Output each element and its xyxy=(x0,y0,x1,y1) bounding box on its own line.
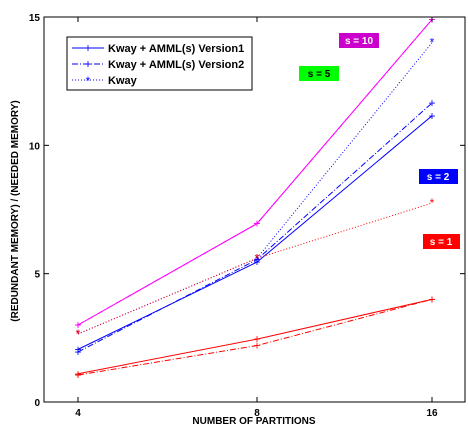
legend-label-version2: Kway + AMML(s) Version2 xyxy=(108,59,244,71)
s1-version1-line xyxy=(77,298,433,375)
y-axis-title: (REDUNDANT MEMORY) / (NEEDED MEMORY) xyxy=(10,100,21,321)
legend-marker-version2: + xyxy=(84,57,91,71)
y-tick-label: 15 xyxy=(29,13,41,24)
s2-version1-point: + xyxy=(428,109,435,123)
s5-version2-line xyxy=(77,19,433,326)
s2-version2-line xyxy=(77,102,433,353)
s1-tag-label: s = 1 xyxy=(430,237,453,248)
s2-version1-line xyxy=(77,115,433,350)
x-tick-label: 8 xyxy=(254,408,260,419)
series-layer: ++++++++++++******++++++ xyxy=(74,13,435,382)
plot-frame xyxy=(43,16,466,403)
y-tick-label: 10 xyxy=(29,141,41,152)
s1-version2-point: + xyxy=(74,368,81,382)
s1-version1-point: + xyxy=(253,332,260,346)
s1-version1-point: + xyxy=(74,367,81,381)
s1-version2-point: + xyxy=(253,339,260,353)
legend-marker-kway: * xyxy=(86,74,91,88)
s2-tag-label: s = 2 xyxy=(427,172,450,183)
s2-version1-point: + xyxy=(253,255,260,269)
kway-red-point: * xyxy=(255,251,260,265)
s-tags: s = 10 s = 5 s = 2 s = 1 xyxy=(299,33,460,249)
legend-label-version1: Kway + AMML(s) Version1 xyxy=(108,43,244,55)
s5-tag-box xyxy=(299,66,339,81)
kway-red-point: * xyxy=(430,196,435,210)
kway-blue-point: * xyxy=(255,251,260,265)
s1-tag-box xyxy=(423,234,460,249)
s1-version2-point: + xyxy=(428,292,435,306)
kway-blue-point: * xyxy=(430,36,435,50)
s1-version2-line xyxy=(77,298,433,376)
y-tick-label: 5 xyxy=(34,270,40,281)
s10-tag-box xyxy=(339,33,379,48)
legend-marker-version1: + xyxy=(84,41,91,55)
x-axis-title: NUMBER OF PARTITIONS xyxy=(192,416,315,427)
s2-version2-point: + xyxy=(74,345,81,359)
s5-version2-point: + xyxy=(74,318,81,332)
kway-red-point: * xyxy=(76,327,81,341)
legend: + Kway + AMML(s) Version1 + Kway + AMML(… xyxy=(66,36,253,91)
s2-version1-point: + xyxy=(74,342,81,356)
s5-version1-point: + xyxy=(253,217,260,231)
s2-version2-point: + xyxy=(428,96,435,110)
s2-version2-point: + xyxy=(253,253,260,267)
x-tick-label: 16 xyxy=(426,408,438,419)
y-tick-label: 0 xyxy=(34,398,40,409)
s5-version2-point: + xyxy=(253,217,260,231)
s5-tag-label: s = 5 xyxy=(308,69,331,80)
s2-tag-box xyxy=(419,169,458,184)
s1-version1-point: + xyxy=(428,292,435,306)
legend-label-kway: Kway xyxy=(108,75,138,87)
x-tick-label: 4 xyxy=(75,408,81,419)
ticks-layer: 4 8 16 0 5 10 15 xyxy=(29,13,465,419)
s10-tag-label: s = 10 xyxy=(345,36,374,47)
